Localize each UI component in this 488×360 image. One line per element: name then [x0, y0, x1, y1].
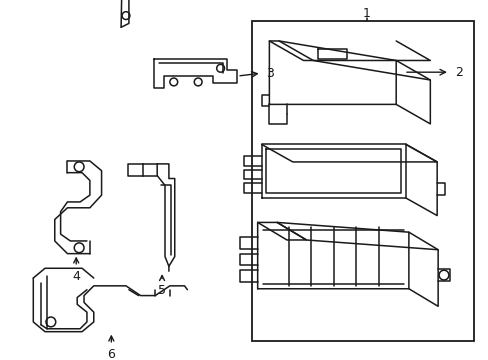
Text: 3: 3 [266, 67, 274, 80]
Text: 2: 2 [454, 66, 462, 79]
Text: 4: 4 [72, 258, 80, 283]
Bar [251, 22, 473, 341]
Text: 1: 1 [362, 7, 370, 20]
Text: 6: 6 [107, 336, 115, 360]
Text: 5: 5 [158, 275, 166, 297]
